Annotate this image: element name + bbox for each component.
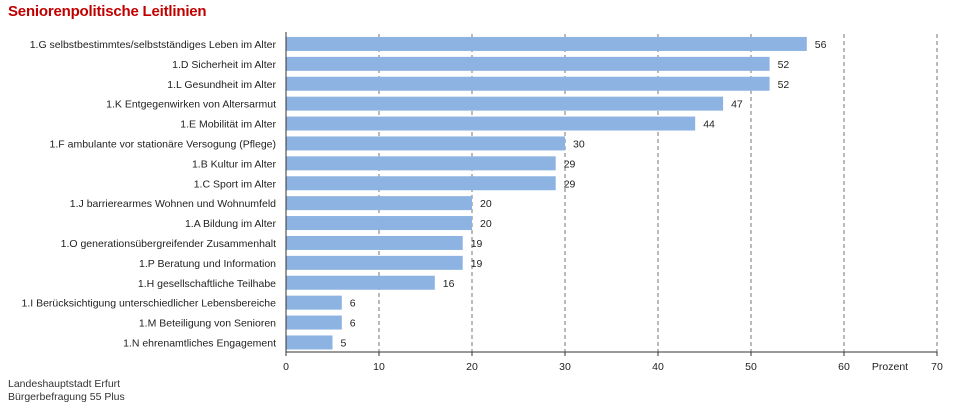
category-label: 1.G selbstbestimmtes/selbstständiges Leb… bbox=[30, 39, 277, 51]
bar bbox=[286, 156, 556, 171]
value-label: 6 bbox=[350, 318, 356, 330]
bar bbox=[286, 295, 342, 310]
bar bbox=[286, 216, 472, 231]
category-label: 1.O generationsübergreifender Zusammenha… bbox=[61, 238, 276, 250]
value-label: 29 bbox=[564, 158, 576, 170]
category-label: 1.C Sport im Alter bbox=[194, 178, 277, 190]
value-label: 16 bbox=[443, 278, 455, 290]
value-label: 52 bbox=[778, 59, 790, 71]
value-label: 20 bbox=[480, 218, 492, 230]
category-label: 1.F ambulante vor stationäre Versogung (… bbox=[50, 138, 276, 150]
category-label: 1.B Kultur im Alter bbox=[192, 158, 277, 170]
bar bbox=[286, 56, 770, 71]
value-label: 56 bbox=[815, 39, 827, 51]
category-label: 1.E Mobilität im Alter bbox=[180, 119, 276, 131]
category-label: 1.J barrierearmes Wohnen und Wohnumfeld bbox=[70, 198, 276, 210]
category-label: 1.P Beratung und Information bbox=[139, 258, 276, 270]
category-label: 1.N ehrenamtliches Engagement bbox=[123, 337, 276, 349]
bar-chart: 1.G selbstbestimmtes/selbstständiges Leb… bbox=[22, 32, 943, 373]
category-label: 1.M Beteiligung von Senioren bbox=[139, 318, 276, 330]
bar bbox=[286, 76, 770, 91]
category-label: 1.D Sicherheit im Alter bbox=[172, 59, 276, 71]
value-label: 44 bbox=[703, 119, 715, 131]
footer-survey-line: Bürgerbefragung 55 Plus bbox=[8, 391, 125, 403]
x-tick-label: 0 bbox=[283, 361, 289, 373]
footer-source-line: Landeshauptstadt Erfurt bbox=[8, 378, 121, 390]
x-tick-label: 40 bbox=[652, 361, 664, 373]
value-label: 19 bbox=[471, 258, 483, 270]
x-axis-unit-label: Prozent bbox=[872, 361, 908, 373]
category-label: 1.K Entgegenwirken von Altersarmut bbox=[106, 99, 276, 111]
value-label: 52 bbox=[778, 79, 790, 91]
bar bbox=[286, 136, 565, 151]
value-label: 6 bbox=[350, 298, 356, 310]
x-tick-label: 50 bbox=[745, 361, 757, 373]
x-tick-label: 30 bbox=[559, 361, 571, 373]
value-label: 20 bbox=[480, 198, 492, 210]
bar bbox=[286, 196, 472, 211]
bar bbox=[286, 96, 724, 111]
bar bbox=[286, 116, 696, 131]
x-tick-label: 70 bbox=[931, 361, 943, 373]
bar bbox=[286, 176, 556, 191]
bar bbox=[286, 275, 435, 290]
bar bbox=[286, 36, 807, 51]
category-label: 1.A Bildung im Alter bbox=[185, 218, 277, 230]
bar bbox=[286, 335, 333, 350]
bar bbox=[286, 255, 463, 270]
bar bbox=[286, 235, 463, 250]
value-label: 19 bbox=[471, 238, 483, 250]
category-label: 1.I Berücksichtigung unterschiedlicher L… bbox=[22, 298, 277, 310]
chart-title: Seniorenpolitische Leitlinien bbox=[8, 3, 207, 20]
x-tick-label: 20 bbox=[466, 361, 478, 373]
x-tick-label: 10 bbox=[373, 361, 385, 373]
x-tick-label: 60 bbox=[838, 361, 850, 373]
footer: Landeshauptstadt Erfurt Bürgerbefragung … bbox=[8, 378, 125, 404]
category-label: 1.H gesellschaftliche Teilhabe bbox=[138, 278, 276, 290]
category-label: 1.L Gesundheit im Alter bbox=[167, 79, 276, 91]
value-label: 30 bbox=[573, 138, 585, 150]
value-label: 29 bbox=[564, 178, 576, 190]
value-label: 5 bbox=[341, 337, 347, 349]
value-label: 47 bbox=[731, 99, 743, 111]
bar bbox=[286, 315, 342, 330]
